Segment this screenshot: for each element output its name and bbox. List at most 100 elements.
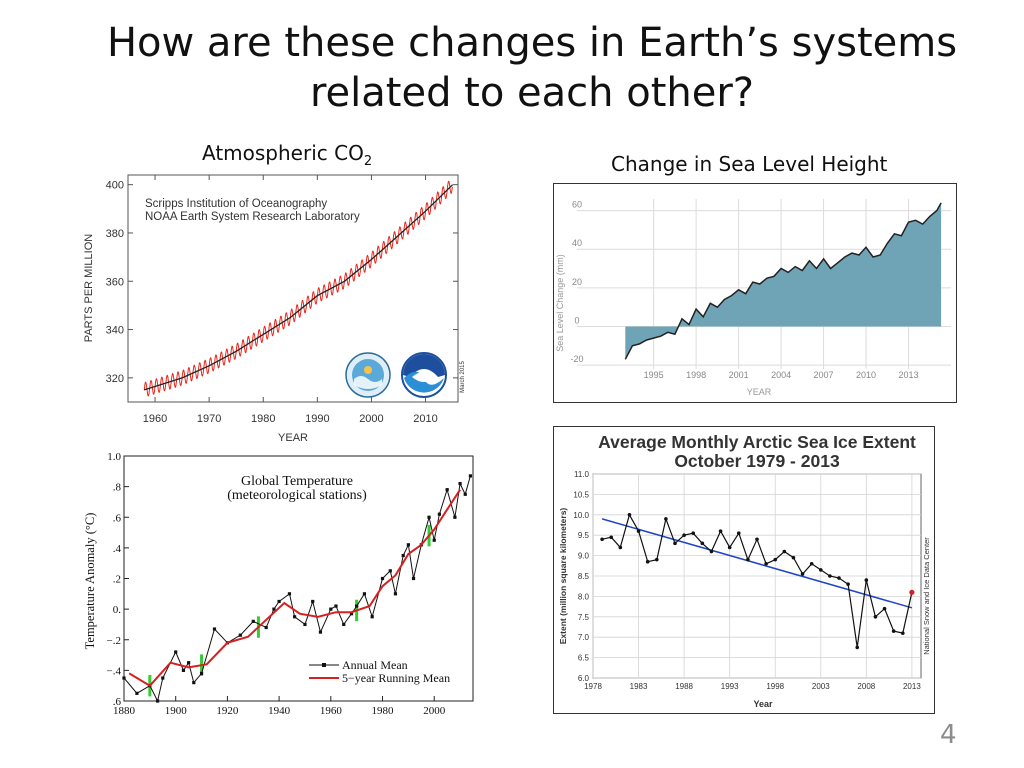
temp-annual-mean-line xyxy=(123,475,471,703)
ice-trend-line xyxy=(601,518,913,609)
temp-annual-point xyxy=(156,699,160,703)
co2-title-line1: Scripps Institution of Oceanography xyxy=(145,198,327,210)
sea-level-chart: Sea Level Change (mm) YEAR 1995 1998 2001 2… xyxy=(553,183,957,403)
temp-y-axis-label: Temperature Anomaly (°C) xyxy=(83,513,97,650)
ice-data-point xyxy=(654,557,659,562)
ice-title-line1: Average Monthly Arctic Sea Ice Extent xyxy=(598,432,916,452)
sea-level-x-tick-label: 2010 xyxy=(856,370,876,380)
temp-annual-point xyxy=(406,543,410,547)
ice-data-point xyxy=(791,555,796,560)
temp-annual-point xyxy=(181,668,186,672)
temp-annual-point xyxy=(401,553,405,558)
global-temperature-chart: Global Temperature (meteorological stati… xyxy=(83,451,474,717)
temp-annual-point xyxy=(293,615,297,619)
co2-title-line2: NOAA Earth System Research Laboratory xyxy=(145,211,360,223)
temp-annual-point xyxy=(122,676,126,680)
temp-annual-point xyxy=(453,515,457,519)
scripps-logo xyxy=(345,352,391,398)
temp-annual-point xyxy=(199,671,204,676)
ice-data-point xyxy=(873,615,878,619)
temp-annual-point xyxy=(192,681,196,685)
temp-annual-point xyxy=(212,627,217,631)
sea-level-y-axis-label: Sea Level Change (mm) xyxy=(555,254,565,352)
co2-y-tick-label: 380 xyxy=(106,228,124,240)
temp-annual-point xyxy=(287,592,292,596)
temp-running-mean-line xyxy=(128,489,461,687)
temp-annual-point xyxy=(445,488,449,492)
ice-data-point xyxy=(727,545,732,550)
temp-y-tick-label: −.2 xyxy=(107,635,121,647)
sea-level-line xyxy=(624,202,942,360)
ice-data-point xyxy=(609,535,614,540)
temp-annual-point xyxy=(264,625,268,630)
temp-y-tick-label: .8 xyxy=(113,482,122,494)
temp-x-tick-label: 1900 xyxy=(165,705,188,717)
co2-x-tick-label: 1960 xyxy=(143,413,167,425)
ice-x-tick-label: 2003 xyxy=(812,682,830,691)
co2-plot-frame xyxy=(127,174,459,403)
temp-annual-point xyxy=(342,622,346,627)
ice-y-tick-label: 8.0 xyxy=(578,592,590,601)
ice-data-point xyxy=(718,529,723,533)
ice-data-point xyxy=(618,545,623,550)
ice-data-point xyxy=(627,513,632,517)
sea-level-y-tick-label: -20 xyxy=(570,354,583,364)
slide-title: How are these changes in Earth’s systems… xyxy=(106,20,958,116)
co2-x-tick-label: 1990 xyxy=(305,413,329,425)
temp-annual-point xyxy=(272,607,276,611)
ice-y-tick-label: 9.0 xyxy=(578,552,590,561)
ice-y-tick-label: 7.0 xyxy=(578,633,590,642)
temp-annual-point xyxy=(135,691,139,695)
co2-y-tick-label: 340 xyxy=(106,325,124,337)
co2-x-tick-label: 2010 xyxy=(413,413,437,425)
co2-y-tick-label: 400 xyxy=(106,180,124,192)
sea-level-x-axis-label: YEAR xyxy=(747,387,772,397)
ice-y-tick-label: 10.5 xyxy=(573,490,589,499)
temp-legend: Annual Mean 5−year Running Mean xyxy=(309,658,450,685)
ice-x-tick-label: 1993 xyxy=(721,682,739,691)
page-number: 4 xyxy=(940,720,957,750)
co2-y-tick-label: 360 xyxy=(106,276,124,288)
ice-data-point xyxy=(837,576,841,580)
ice-data-point xyxy=(855,645,860,650)
ice-x-axis-label: Year xyxy=(753,699,773,709)
temp-title-line1: Global Temperature xyxy=(241,474,353,489)
ice-x-tick-label: 2013 xyxy=(903,682,921,691)
ice-y-tick-label: 7.5 xyxy=(578,613,590,622)
temp-annual-point xyxy=(174,650,178,654)
ice-data-point xyxy=(882,606,887,611)
temp-y-tick-label: 1.0 xyxy=(107,451,121,463)
temp-x-tick-label: 2000 xyxy=(423,705,446,717)
temp-annual-point xyxy=(349,612,354,616)
temp-annual-point xyxy=(370,615,374,619)
co2-x-tick-label: 2000 xyxy=(359,413,383,425)
ice-data-point xyxy=(636,529,641,533)
temp-annual-point xyxy=(318,630,323,634)
temp-annual-point xyxy=(238,633,242,637)
co2-caption-text: Atmospheric CO xyxy=(202,141,364,165)
co2-caption-subscript: 2 xyxy=(363,154,373,169)
temp-x-tick-label: 1940 xyxy=(268,705,291,717)
temp-annual-point xyxy=(463,492,467,496)
ice-y-tick-label: 11.0 xyxy=(574,470,590,479)
co2-trend-line xyxy=(144,184,454,391)
sea-level-area xyxy=(625,202,942,360)
ice-y-axis-label: Extent (million square kilometers) xyxy=(558,508,568,645)
temp-annual-point xyxy=(380,576,385,581)
ice-data-point xyxy=(755,537,759,542)
temp-annual-point xyxy=(362,592,367,596)
ice-x-tick-label: 1978 xyxy=(584,682,602,691)
sea-level-x-tick-label: 2001 xyxy=(729,370,749,380)
temp-annual-point xyxy=(411,576,416,581)
co2-chart: Scripps Institution of Oceanography NOAA… xyxy=(83,174,466,444)
ice-data-point xyxy=(846,582,850,586)
sea-level-caption: Change in Sea Level Height xyxy=(611,152,888,176)
ice-data-point xyxy=(645,559,650,564)
ice-y-tick-label: 6.0 xyxy=(578,674,590,683)
co2-date-note: March 2015 xyxy=(460,360,466,392)
temp-y-tick-label: .2 xyxy=(113,574,121,586)
co2-x-tick-label: 1980 xyxy=(251,413,275,425)
temp-x-tick-label: 1960 xyxy=(320,705,343,717)
temp-annual-point xyxy=(355,604,359,608)
ice-data-point xyxy=(900,631,905,635)
